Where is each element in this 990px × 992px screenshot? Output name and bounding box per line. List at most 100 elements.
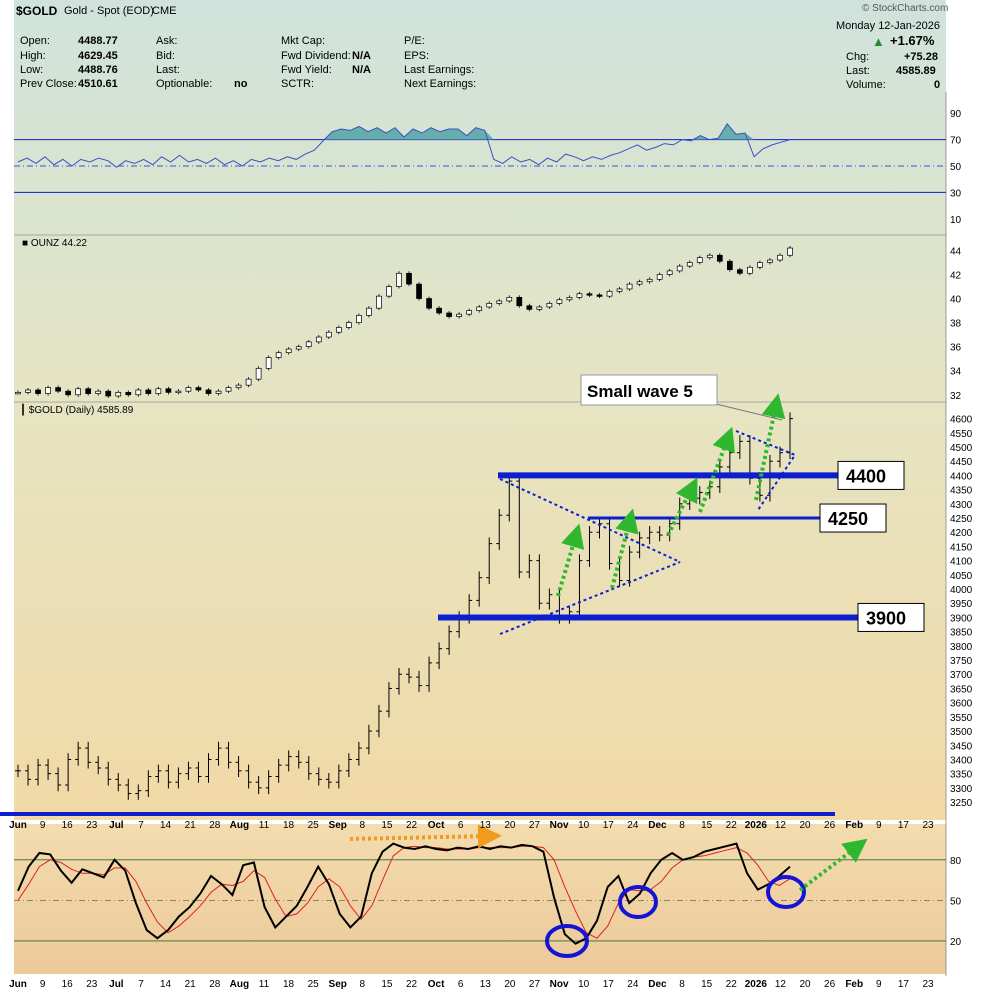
price-tick-label: 3250 [950, 798, 973, 809]
bottom-date-tick-label: 16 [62, 979, 74, 990]
date-tick-label: Sep [329, 820, 347, 831]
date-tick-label: 22 [406, 820, 418, 831]
green-wave-arrow [556, 523, 585, 597]
date-tick-label: 14 [160, 820, 172, 831]
date-tick-label: Feb [845, 820, 863, 831]
price-tick-label: 3850 [950, 628, 973, 639]
ounz-candle [737, 269, 743, 274]
ounz-candle [406, 272, 412, 285]
up-icon: ▲ [872, 34, 885, 49]
bottom-date-tick-label: Dec [648, 979, 667, 990]
level-label-box [857, 602, 925, 632]
eps-label: EPS: [404, 50, 430, 62]
rsi-tick-label: 50 [950, 162, 962, 173]
ounz-candle [125, 392, 132, 396]
ounz-candle [366, 307, 372, 316]
ounz-candle [35, 389, 41, 394]
date-tick-label: 6 [458, 820, 464, 831]
ounz-candle [356, 315, 362, 323]
date-tick-label: 22 [726, 820, 738, 831]
watermark: © StockCharts.com [862, 3, 949, 14]
date-tick-label: 23 [86, 820, 98, 831]
ounz-candle [145, 389, 152, 394]
ounz-candle [175, 390, 182, 394]
price-tick-label: 3450 [950, 741, 973, 752]
ounz-candle [616, 288, 623, 292]
bottom-date-tick-label: 22 [726, 979, 738, 990]
ounz-candle [205, 389, 212, 394]
ounz-candle [396, 272, 402, 287]
symbol: $GOLD [16, 4, 58, 18]
fwd-yield-value: N/A [352, 64, 371, 76]
ounz-candle [416, 283, 422, 299]
bottom-date-tick-label: 25 [308, 979, 320, 990]
ounz-candle [726, 260, 733, 271]
price-tick-label: 3750 [950, 656, 973, 667]
ounz-candle [285, 348, 292, 354]
bottom-date-tick-label: 18 [283, 979, 295, 990]
bottom-date-tick-label: 10 [578, 979, 590, 990]
price-tick-label: 3700 [950, 670, 973, 681]
bottom-date-tick-label: 8 [679, 979, 685, 990]
bottom-date-tick-label: 15 [381, 979, 393, 990]
price-tick-label: 4050 [950, 571, 973, 582]
date-tick-label: 24 [627, 820, 639, 831]
ounz-candle [195, 387, 202, 391]
price-tick-label: 4150 [950, 542, 973, 553]
volume-value: 0 [934, 79, 941, 91]
price-tick-label: 3300 [950, 784, 973, 795]
level-label-box [819, 503, 887, 533]
ounz-candle [255, 367, 262, 380]
ounz-candle [275, 352, 282, 358]
date-tick-label: 12 [775, 820, 787, 831]
bottom-date-tick-label: 14 [160, 979, 172, 990]
security-name: Gold - Spot (EOD) [64, 5, 154, 17]
ounz-candle [516, 296, 523, 307]
axis-divider [0, 812, 835, 816]
level-label: 4400 [846, 466, 886, 486]
bottom-date-tick-label: 7 [138, 979, 144, 990]
stoch-tick-label: 80 [950, 856, 962, 867]
level-label-box [837, 460, 905, 490]
bottom-date-tick-label: 23 [922, 979, 934, 990]
ounz-tick-label: 38 [950, 319, 962, 330]
low-value: 4488.76 [78, 64, 118, 76]
bottom-date-tick-label: 6 [458, 979, 464, 990]
ounz-candle [506, 296, 513, 302]
quote-header: $GOLD Gold - Spot (EOD) CME © StockChart… [0, 0, 949, 92]
level-label: 4250 [828, 509, 868, 529]
rsi-line [17, 122, 791, 168]
price-tick-label: 3350 [950, 770, 973, 781]
price-tick-label: 4000 [950, 585, 973, 596]
green-wave-arrow [698, 426, 735, 513]
ounz-candle [646, 278, 653, 283]
ounz-tick-label: 36 [950, 343, 962, 354]
ounz-candle [586, 293, 593, 296]
stoch-panel-bg [14, 824, 946, 974]
date-tick-label: Oct [428, 820, 445, 831]
ounz-candle [777, 254, 783, 261]
ounz-candle [747, 266, 753, 274]
annotation-box [580, 374, 718, 406]
date-tick-label: 18 [283, 820, 295, 831]
prev-close-value: 4510.61 [78, 78, 118, 90]
price-tick-label: 4500 [950, 443, 973, 454]
ounz-candle [75, 388, 82, 396]
bottom-date-tick-label: Oct [428, 979, 445, 990]
bottom-date-tick-label: Sep [329, 979, 347, 990]
exchange: CME [152, 5, 177, 17]
ounz-candle [235, 384, 242, 388]
date-tick-label: 20 [799, 820, 811, 831]
ounz-candle [787, 247, 793, 256]
ounz-candle [606, 290, 613, 297]
ounz-candle [716, 254, 723, 262]
green-wave-arrow [754, 393, 786, 501]
ounz-candle [25, 389, 31, 393]
price-tick-label: 3500 [950, 727, 973, 738]
bottom-date-tick-label: 9 [40, 979, 46, 990]
date-tick-label: 8 [360, 820, 366, 831]
bottom-date-tick-label: Jun [9, 979, 27, 990]
ounz-candle [666, 270, 673, 275]
ounz-candle [576, 293, 583, 298]
last-label: Last: [846, 65, 870, 77]
